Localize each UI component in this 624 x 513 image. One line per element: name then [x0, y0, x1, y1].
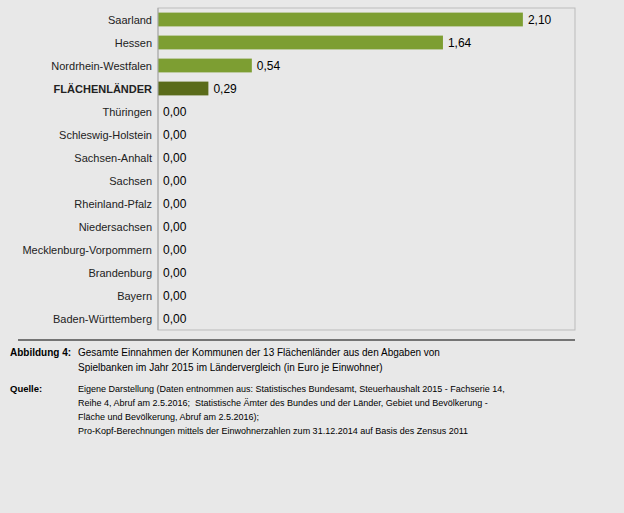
labels: 2,10 Saarland 1,64 Hessen 0,54 Nordrhein-West…	[22, 13, 551, 326]
caption-text: Spielbanken im Jahr 2015 im Ländervergle…	[78, 362, 383, 373]
category-label: Brandenburg	[88, 267, 152, 279]
data-label: 0,29	[213, 82, 237, 96]
category-label: Mecklenburg-Vorpommern	[22, 244, 152, 256]
category-label: Hessen	[115, 37, 152, 49]
bar	[158, 13, 523, 27]
caption: Abbildung 4: Gesamte Einnahmen der Kommun…	[10, 347, 505, 436]
category-label: Schleswig-Holstein	[59, 129, 152, 141]
data-label: 2,10	[528, 13, 552, 27]
caption-text: Reihe 4, Abruf am 2.5.2016; Statistische…	[78, 398, 488, 408]
category-label: FLÄCHENLÄNDER	[54, 83, 152, 95]
bars	[158, 13, 523, 96]
category-label: Niedersachsen	[79, 221, 152, 233]
caption-text: Pro-Kopf-Berechnungen mittels der Einwoh…	[78, 426, 468, 436]
data-label: 1,64	[448, 36, 472, 50]
category-label: Rheinland-Pfalz	[74, 198, 152, 210]
category-label: Sachsen	[109, 175, 152, 187]
category-label: Nordrhein-Westfalen	[51, 60, 152, 72]
bar	[158, 82, 208, 96]
category-label: Bayern	[117, 290, 152, 302]
category-label: Baden-Württemberg	[53, 313, 152, 325]
data-label: 0,54	[257, 59, 281, 73]
caption-text: Abbildung 4:	[10, 347, 71, 358]
category-label: Thüringen	[102, 106, 152, 118]
caption-text: Gesamte Einnahmen der Kommunen der 13 Fl…	[78, 347, 440, 358]
data-label: 0,00	[163, 174, 187, 188]
caption-text: Fläche und Bevölkerung, Abruf am 2.5.201…	[78, 412, 259, 422]
category-label: Saarland	[108, 14, 152, 26]
caption-separator	[18, 339, 575, 340]
bar	[158, 36, 443, 50]
data-label: 0,00	[163, 243, 187, 257]
data-label: 0,00	[163, 128, 187, 142]
caption-text: Eigene Darstellung (Daten entnommen aus:…	[78, 384, 505, 394]
data-label: 0,00	[163, 105, 187, 119]
data-label: 0,00	[163, 151, 187, 165]
data-label: 0,00	[163, 289, 187, 303]
caption-text: Quelle:	[10, 383, 42, 394]
plot-frame	[158, 8, 575, 330]
data-label: 0,00	[163, 266, 187, 280]
data-label: 0,00	[163, 220, 187, 234]
category-label: Sachsen-Anhalt	[74, 152, 152, 164]
chart: 2,10 Saarland 1,64 Hessen 0,54 Nordrhein-West…	[0, 0, 624, 513]
y-axis-line	[158, 8, 159, 330]
bar	[158, 59, 252, 73]
data-label: 0,00	[163, 197, 187, 211]
data-label: 0,00	[163, 312, 187, 326]
